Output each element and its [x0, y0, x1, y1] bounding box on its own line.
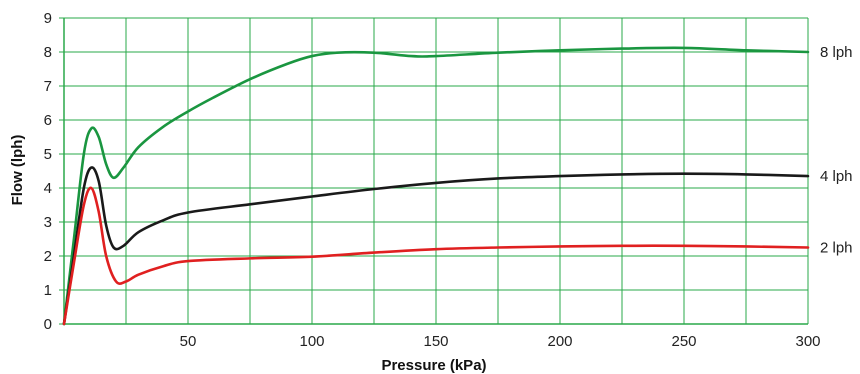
series-line-2-lph — [62, 186, 810, 326]
y-tick-label: 3 — [44, 214, 52, 231]
y-tick-label: 6 — [44, 112, 52, 129]
x-tick-label: 300 — [795, 333, 820, 350]
y-tick-label: 1 — [44, 282, 52, 299]
x-tick-label: 250 — [671, 333, 696, 350]
y-tick-label: 9 — [44, 10, 52, 27]
y-tick-label: 5 — [44, 146, 52, 163]
series-labels: 8 lph 4 lph 2 lph — [820, 44, 853, 257]
x-axis-title: Pressure (kPa) — [381, 357, 486, 374]
axes — [59, 17, 808, 325]
series-line-4-lph — [62, 166, 810, 326]
y-tick-label: 7 — [44, 78, 52, 95]
x-tick-label: 100 — [299, 333, 324, 350]
y-tick-label: 0 — [44, 316, 52, 333]
grid — [64, 17, 809, 324]
y-axis-title: Flow (lph) — [9, 135, 26, 206]
tick-labels: 0 1 2 3 4 5 6 7 8 9 50 100 150 200 250 300 — [44, 10, 821, 350]
x-tick-label: 200 — [547, 333, 572, 350]
x-tick-label: 150 — [423, 333, 448, 350]
series-label-2-lph: 2 lph — [820, 240, 853, 257]
series-label-4-lph: 4 lph — [820, 168, 853, 185]
x-tick-label: 50 — [180, 333, 197, 350]
y-tick-label: 4 — [44, 180, 52, 197]
series-label-8-lph: 8 lph — [820, 44, 853, 61]
series-line-8-lph — [62, 46, 810, 326]
y-tick-label: 8 — [44, 44, 52, 61]
y-tick-label: 2 — [44, 248, 52, 265]
series-lines — [62, 46, 810, 326]
